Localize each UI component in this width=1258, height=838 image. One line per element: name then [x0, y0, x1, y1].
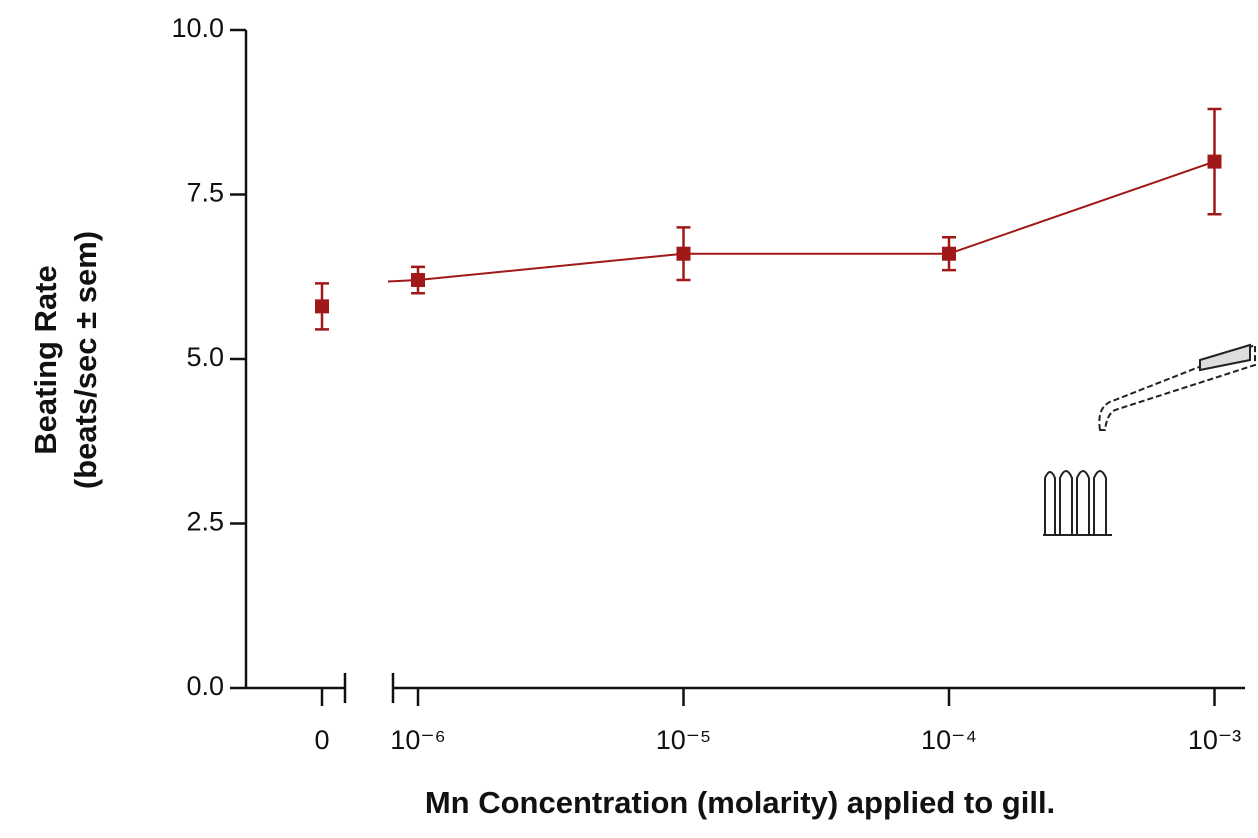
- x-tick-label: 10⁻⁵: [656, 725, 711, 755]
- data-point: [315, 299, 329, 314]
- gill-illustration: [1043, 343, 1256, 536]
- line-segment: [948, 160, 1215, 255]
- y-tick-label: 0.0: [186, 671, 224, 701]
- y-axis-title-group: Beating Rate (beats/sec ± sem): [28, 231, 103, 489]
- y-tick-label: 10.0: [171, 13, 224, 43]
- y-tick-label: 7.5: [186, 178, 224, 208]
- data-point: [1207, 154, 1222, 169]
- data-point: [942, 246, 956, 261]
- line-segment: [417, 252, 684, 282]
- y-axis-title: (beats/sec ± sem): [68, 231, 103, 489]
- x-tick-label: 0: [314, 725, 329, 755]
- y-tick-label: 5.0: [186, 342, 224, 372]
- x-tick-label: 10⁻³: [1188, 725, 1241, 755]
- y-tick-label: 2.5: [186, 507, 224, 537]
- y-axis-title: Beating Rate: [28, 265, 63, 454]
- data-point: [411, 273, 425, 288]
- x-axis-title: Mn Concentration (molarity) applied to g…: [425, 785, 1055, 820]
- x-tick-label: 10⁻⁴: [921, 725, 977, 755]
- data-point: [676, 246, 691, 261]
- x-tick-label: 10⁻⁶: [390, 725, 445, 755]
